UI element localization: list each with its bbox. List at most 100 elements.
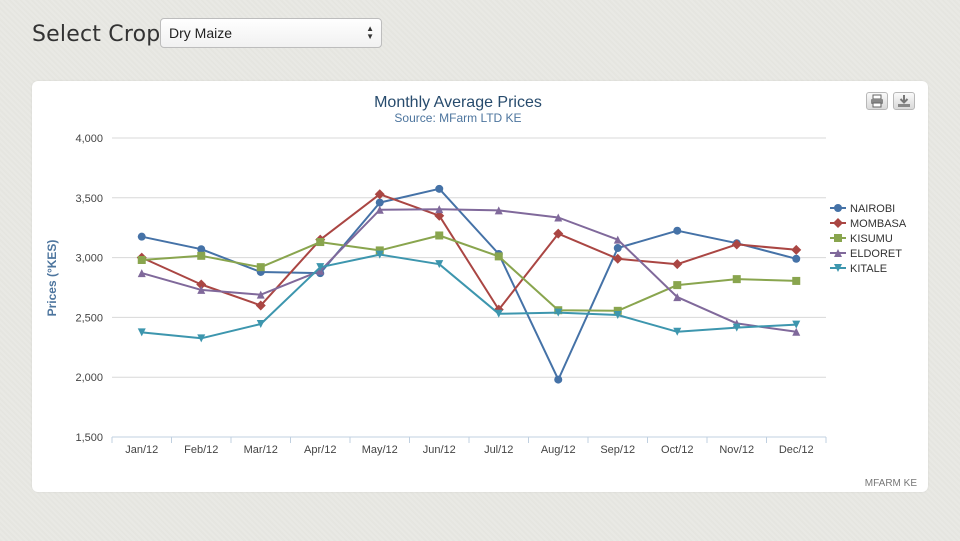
data-point[interactable]: [732, 323, 741, 332]
data-point[interactable]: [137, 328, 146, 337]
legend-marker[interactable]: [834, 234, 842, 242]
credits-label: MFARM KE: [865, 478, 918, 489]
data-point[interactable]: [197, 251, 206, 260]
y-tick-label: 2,000: [75, 372, 103, 384]
data-point[interactable]: [196, 279, 207, 290]
legend-marker[interactable]: [834, 249, 842, 257]
data-point[interactable]: [792, 254, 801, 263]
data-point[interactable]: [673, 281, 682, 290]
data-point[interactable]: [613, 311, 622, 320]
data-point[interactable]: [375, 246, 384, 255]
data-point[interactable]: [494, 206, 503, 215]
print-button[interactable]: [866, 92, 888, 110]
data-point[interactable]: [256, 290, 265, 299]
x-tick-label: Dec/12: [779, 444, 814, 456]
data-point[interactable]: [197, 285, 206, 294]
print-icon: [871, 94, 883, 108]
data-point[interactable]: [375, 205, 384, 214]
legend-item-mombasa[interactable]: MOMBASA: [830, 218, 907, 230]
crop-select[interactable]: Dry Maize ▲ ▼: [160, 18, 382, 48]
data-point[interactable]: [612, 253, 623, 264]
data-point[interactable]: [435, 205, 444, 214]
series-layer: [136, 184, 802, 384]
data-point[interactable]: [731, 239, 742, 250]
data-point[interactable]: [673, 293, 682, 302]
data-point[interactable]: [435, 231, 444, 240]
data-point[interactable]: [316, 263, 325, 272]
data-point[interactable]: [613, 244, 622, 253]
data-point[interactable]: [435, 184, 444, 193]
data-point[interactable]: [256, 263, 265, 272]
legend-marker[interactable]: [834, 204, 842, 212]
data-point[interactable]: [197, 245, 206, 254]
data-point[interactable]: [494, 252, 503, 261]
data-point[interactable]: [792, 327, 801, 336]
data-point[interactable]: [672, 259, 683, 270]
data-point[interactable]: [613, 306, 622, 315]
series-line: [141, 234, 797, 312]
series-line: [141, 193, 797, 311]
legend-label: NAIROBI: [850, 203, 895, 215]
data-point[interactable]: [554, 308, 563, 317]
legend-marker[interactable]: [833, 218, 843, 228]
data-point[interactable]: [792, 320, 801, 329]
x-tick-label: Nov/12: [719, 444, 754, 456]
data-point[interactable]: [137, 255, 146, 264]
x-tick-label: May/12: [362, 444, 398, 456]
x-axis-ticks: Jan/12 Feb/12 Mar/12 Apr/12 May/12 Jun/12 Jul/…: [111, 437, 827, 456]
data-point[interactable]: [316, 238, 325, 247]
y-tick-label: 3,000: [75, 253, 103, 265]
legend-marker[interactable]: [834, 264, 842, 272]
data-point[interactable]: [435, 260, 444, 269]
data-point[interactable]: [553, 228, 564, 239]
y-tick-label: 1,500: [75, 432, 103, 444]
chart-subtitle: Source: MFarm LTD KE: [394, 111, 521, 125]
data-point[interactable]: [375, 250, 384, 259]
crop-selector-label: Select Crop :: [32, 21, 176, 47]
x-tick-label: Mar/12: [244, 444, 278, 456]
line-chart: Monthly Average Prices Source: MFarm LTD…: [45, 94, 918, 489]
data-point[interactable]: [374, 189, 385, 200]
grid: [112, 137, 826, 438]
crop-select-value: Dry Maize: [169, 25, 233, 41]
data-point[interactable]: [434, 210, 445, 221]
data-point[interactable]: [732, 275, 741, 284]
data-point[interactable]: [673, 327, 682, 336]
y-tick-label: 3,500: [75, 193, 103, 205]
legend-item-nairobi[interactable]: NAIROBI: [830, 203, 895, 215]
legend-item-eldoret[interactable]: ELDORET: [830, 248, 902, 260]
legend-item-kisumu[interactable]: KISUMU: [830, 233, 893, 245]
series-kitale: [137, 250, 801, 343]
x-tick-label: Jun/12: [423, 444, 456, 456]
data-point[interactable]: [197, 334, 206, 343]
data-point[interactable]: [554, 213, 563, 222]
data-point[interactable]: [375, 198, 384, 207]
legend-label: KISUMU: [850, 233, 893, 245]
data-point[interactable]: [256, 319, 265, 328]
data-point[interactable]: [613, 235, 622, 244]
data-point[interactable]: [554, 375, 563, 384]
select-arrows-icon: ▲ ▼: [366, 24, 374, 41]
legend-label: ELDORET: [850, 248, 902, 260]
series-eldoret: [137, 205, 801, 336]
x-tick-label: Sep/12: [600, 444, 635, 456]
series-line: [141, 253, 797, 340]
download-icon: [898, 95, 910, 107]
legend-label: MOMBASA: [850, 218, 907, 230]
chart-card: Monthly Average Prices Source: MFarm LTD…: [32, 81, 928, 492]
data-point[interactable]: [792, 276, 801, 285]
data-point[interactable]: [137, 269, 146, 278]
x-tick-label: Oct/12: [661, 444, 693, 456]
series-line: [141, 208, 797, 333]
data-point[interactable]: [255, 300, 266, 311]
export-button[interactable]: [893, 92, 915, 110]
series-nairobi: [137, 184, 801, 384]
series-line: [141, 187, 797, 381]
data-point[interactable]: [673, 226, 682, 235]
data-point[interactable]: [137, 232, 146, 241]
y-axis-label: Prices (°KES): [45, 240, 59, 317]
series-mombasa: [136, 189, 802, 315]
data-point[interactable]: [494, 309, 503, 318]
legend-item-kitale[interactable]: KITALE: [830, 263, 887, 275]
data-point[interactable]: [791, 244, 802, 255]
